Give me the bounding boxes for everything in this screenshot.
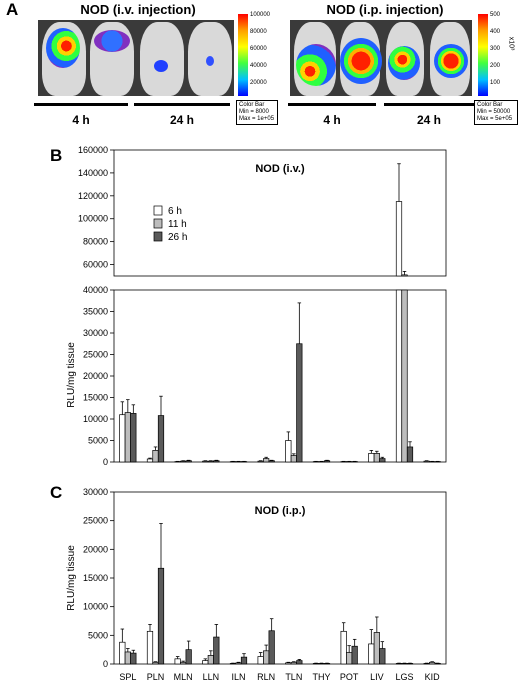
time-bar: [288, 103, 376, 106]
time-bar: [34, 103, 128, 106]
right-colorbar-box: Color Bar Min = 50000 Max = 5e+05: [474, 100, 518, 125]
bar: [202, 460, 209, 463]
y-tick-label: 40000: [83, 285, 108, 295]
y-tick-label: 20000: [83, 371, 108, 381]
signal-spot: [388, 46, 420, 80]
bar: [130, 413, 137, 463]
y-tick-label: 160000: [78, 145, 108, 155]
bar: [152, 450, 159, 463]
colorbar-box-line: Color Bar: [477, 102, 503, 108]
right-imaging-photo: [290, 20, 472, 96]
time-label: 4 h: [323, 113, 341, 127]
colorbar-tick: 80000: [250, 29, 267, 35]
y-tick-label: 10000: [83, 414, 108, 424]
bar: [263, 458, 270, 463]
time-label: 24 h: [416, 113, 441, 127]
colorbar-box-line: Min = 8000: [239, 109, 269, 115]
legend-swatch: [153, 218, 163, 229]
legend-label: 11 h: [168, 219, 187, 230]
legend-swatch: [153, 205, 163, 216]
bar: [401, 274, 408, 277]
chart-title: NOD (i.v.): [255, 163, 305, 175]
colorbar-box-line: Max = 1e+05: [239, 116, 275, 122]
right-image-title: NOD (i.p. injection): [326, 2, 444, 17]
bar: [124, 412, 131, 463]
colorbar-tick: 20000: [250, 80, 267, 86]
colorbar-tick: 400: [490, 29, 501, 35]
y-tick-label: 80000: [83, 237, 108, 247]
bar: [406, 446, 414, 463]
bar: [285, 440, 292, 463]
y-tick-label: 0: [103, 457, 108, 467]
colorbar-box-line: Color Bar: [239, 102, 265, 108]
y-tick-label: 140000: [78, 168, 108, 178]
mouse-3: [140, 22, 184, 96]
bar: [368, 453, 375, 463]
bar: [395, 289, 403, 463]
bar: [423, 460, 430, 463]
y-axis-label: RLU/mg tissue: [66, 342, 77, 408]
y-tick-label: 100000: [78, 214, 108, 224]
time-label: 24 h: [169, 113, 194, 127]
bar: [323, 460, 331, 463]
panel-b-letter: B: [50, 146, 63, 165]
bar: [157, 415, 165, 463]
bar: [268, 460, 275, 463]
bar: [379, 458, 386, 463]
colorbar-tick: 40000: [250, 63, 267, 69]
bar: [119, 414, 126, 463]
time-bar: [134, 103, 230, 106]
bar: [296, 343, 303, 463]
time-label: 4 h: [72, 113, 90, 127]
bar: [213, 460, 220, 463]
y-tick-label: 30000: [83, 328, 108, 338]
left-colorbar: [238, 14, 248, 96]
bar: [373, 453, 380, 463]
right-colorbar: [478, 14, 488, 96]
y-tick-label: 5000: [88, 436, 108, 446]
bar: [290, 455, 297, 463]
bar: [185, 460, 192, 463]
colorbar-tick: 200: [490, 63, 501, 69]
legend-label: 26 h: [168, 232, 187, 243]
legend-swatch: [153, 231, 163, 242]
bar: [146, 458, 154, 463]
panel-a-letter: A: [6, 0, 19, 19]
signal-spot: [296, 44, 336, 86]
signal-spot: [434, 44, 468, 78]
signal-spot: [46, 28, 80, 68]
colorbar-tick: 60000: [250, 46, 267, 52]
colorbar-box-line: Min = 50000: [477, 109, 511, 115]
time-bar: [384, 103, 474, 106]
left-imaging-photo: [38, 20, 234, 96]
left-colorbar-box: Color Bar Min = 8000 Max = 1e+05: [236, 100, 278, 125]
panel-c-letter: C: [50, 483, 63, 502]
signal-spot: [154, 60, 168, 72]
bar: [395, 201, 403, 277]
bar: [401, 289, 408, 463]
bar: [257, 460, 264, 463]
signal-spot: [206, 56, 214, 66]
y-tick-label: 120000: [78, 191, 108, 201]
y-tick-label: 15000: [83, 393, 108, 403]
upper-plot-frame: [113, 149, 447, 277]
colorbar-tick: 300: [490, 46, 501, 52]
y-tick-label: 35000: [83, 307, 108, 317]
colorbar-tick: 500: [490, 12, 501, 18]
bar: [180, 460, 187, 463]
signal-spot: [94, 30, 130, 52]
legend-label: 6 h: [168, 206, 182, 217]
y-tick-label: 25000: [83, 350, 108, 360]
left-image-title: NOD (i.v. injection): [80, 2, 196, 17]
colorbar-tick: 100000: [250, 12, 271, 18]
y-tick-label: 60000: [83, 260, 108, 270]
bar: [207, 460, 214, 463]
colorbar-tick: 100: [490, 80, 501, 86]
signal-spot: [340, 38, 382, 84]
colorbar-box-line: Max = 5e+05: [477, 116, 513, 122]
